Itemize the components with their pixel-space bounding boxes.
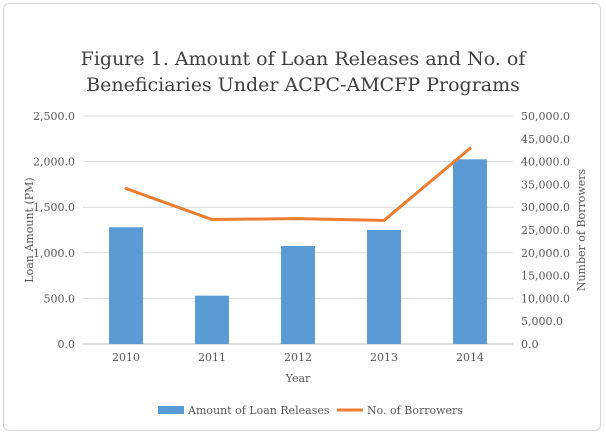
y-tick-label: 1,000.0 — [33, 247, 75, 260]
y2-tick-label: 0.0 — [521, 338, 539, 351]
legend-label-line: No. of Borrowers — [367, 404, 463, 417]
x-tick-label: 2012 — [284, 351, 312, 364]
y2-tick-label: 10,000.0 — [521, 292, 570, 305]
x-axis-label: Year — [285, 372, 311, 385]
y2-tick-label: 15,000.0 — [521, 270, 570, 283]
y2-tick-label: 45,000.0 — [521, 133, 570, 146]
y-tick-label: 1,500.0 — [33, 201, 75, 214]
legend: Amount of Loan Releases No. of Borrowers — [158, 404, 463, 417]
bar-series — [109, 159, 487, 344]
y-tick-label: 0.0 — [58, 338, 76, 351]
y2-tick-label: 25,000.0 — [521, 224, 570, 237]
left-axis-ticks: 0.0 500.0 1,000.0 1,500.0 2,000.0 2,500.0 — [33, 110, 75, 351]
legend-label-bars: Amount of Loan Releases — [187, 404, 330, 417]
x-tick-label: 2011 — [198, 351, 226, 364]
y-axis-label: Loan Amount (PM) — [23, 177, 36, 282]
y2-tick-label: 20,000.0 — [521, 247, 570, 260]
borrowers-line — [124, 146, 472, 222]
y2-axis-label: Number of Borrowers — [575, 168, 588, 291]
bar — [109, 227, 143, 344]
y2-tick-label: 35,000.0 — [521, 178, 570, 191]
bar — [281, 245, 315, 344]
legend-swatch-bars — [158, 406, 184, 414]
right-axis-ticks: 0.0 5,000.0 10,000.0 15,000.0 20,000.0 25,000… — [521, 110, 570, 351]
x-tick-label: 2014 — [456, 351, 484, 364]
line-series — [124, 146, 472, 222]
x-axis-ticks: 2010 2011 2012 2013 2014 — [112, 351, 484, 364]
y2-tick-label: 50,000.0 — [521, 110, 570, 123]
x-tick-label: 2010 — [112, 351, 140, 364]
chart-title-line-2: Beneficiaries Under ACPC-AMCFP Programs — [86, 74, 520, 96]
y2-tick-label: 40,000.0 — [521, 156, 570, 169]
y-tick-label: 2,000.0 — [33, 156, 75, 169]
bar — [367, 230, 401, 344]
chart-area — [3, 3, 601, 431]
y2-tick-label: 5,000.0 — [521, 315, 563, 328]
x-tick-label: 2013 — [370, 351, 398, 364]
chart-title-line-1: Figure 1. Amount of Loan Releases and No… — [80, 48, 526, 70]
y2-tick-label: 30,000.0 — [521, 201, 570, 214]
y-tick-label: 2,500.0 — [33, 110, 75, 123]
bar — [453, 159, 487, 344]
bar — [195, 295, 229, 344]
y-tick-label: 500.0 — [44, 292, 76, 305]
